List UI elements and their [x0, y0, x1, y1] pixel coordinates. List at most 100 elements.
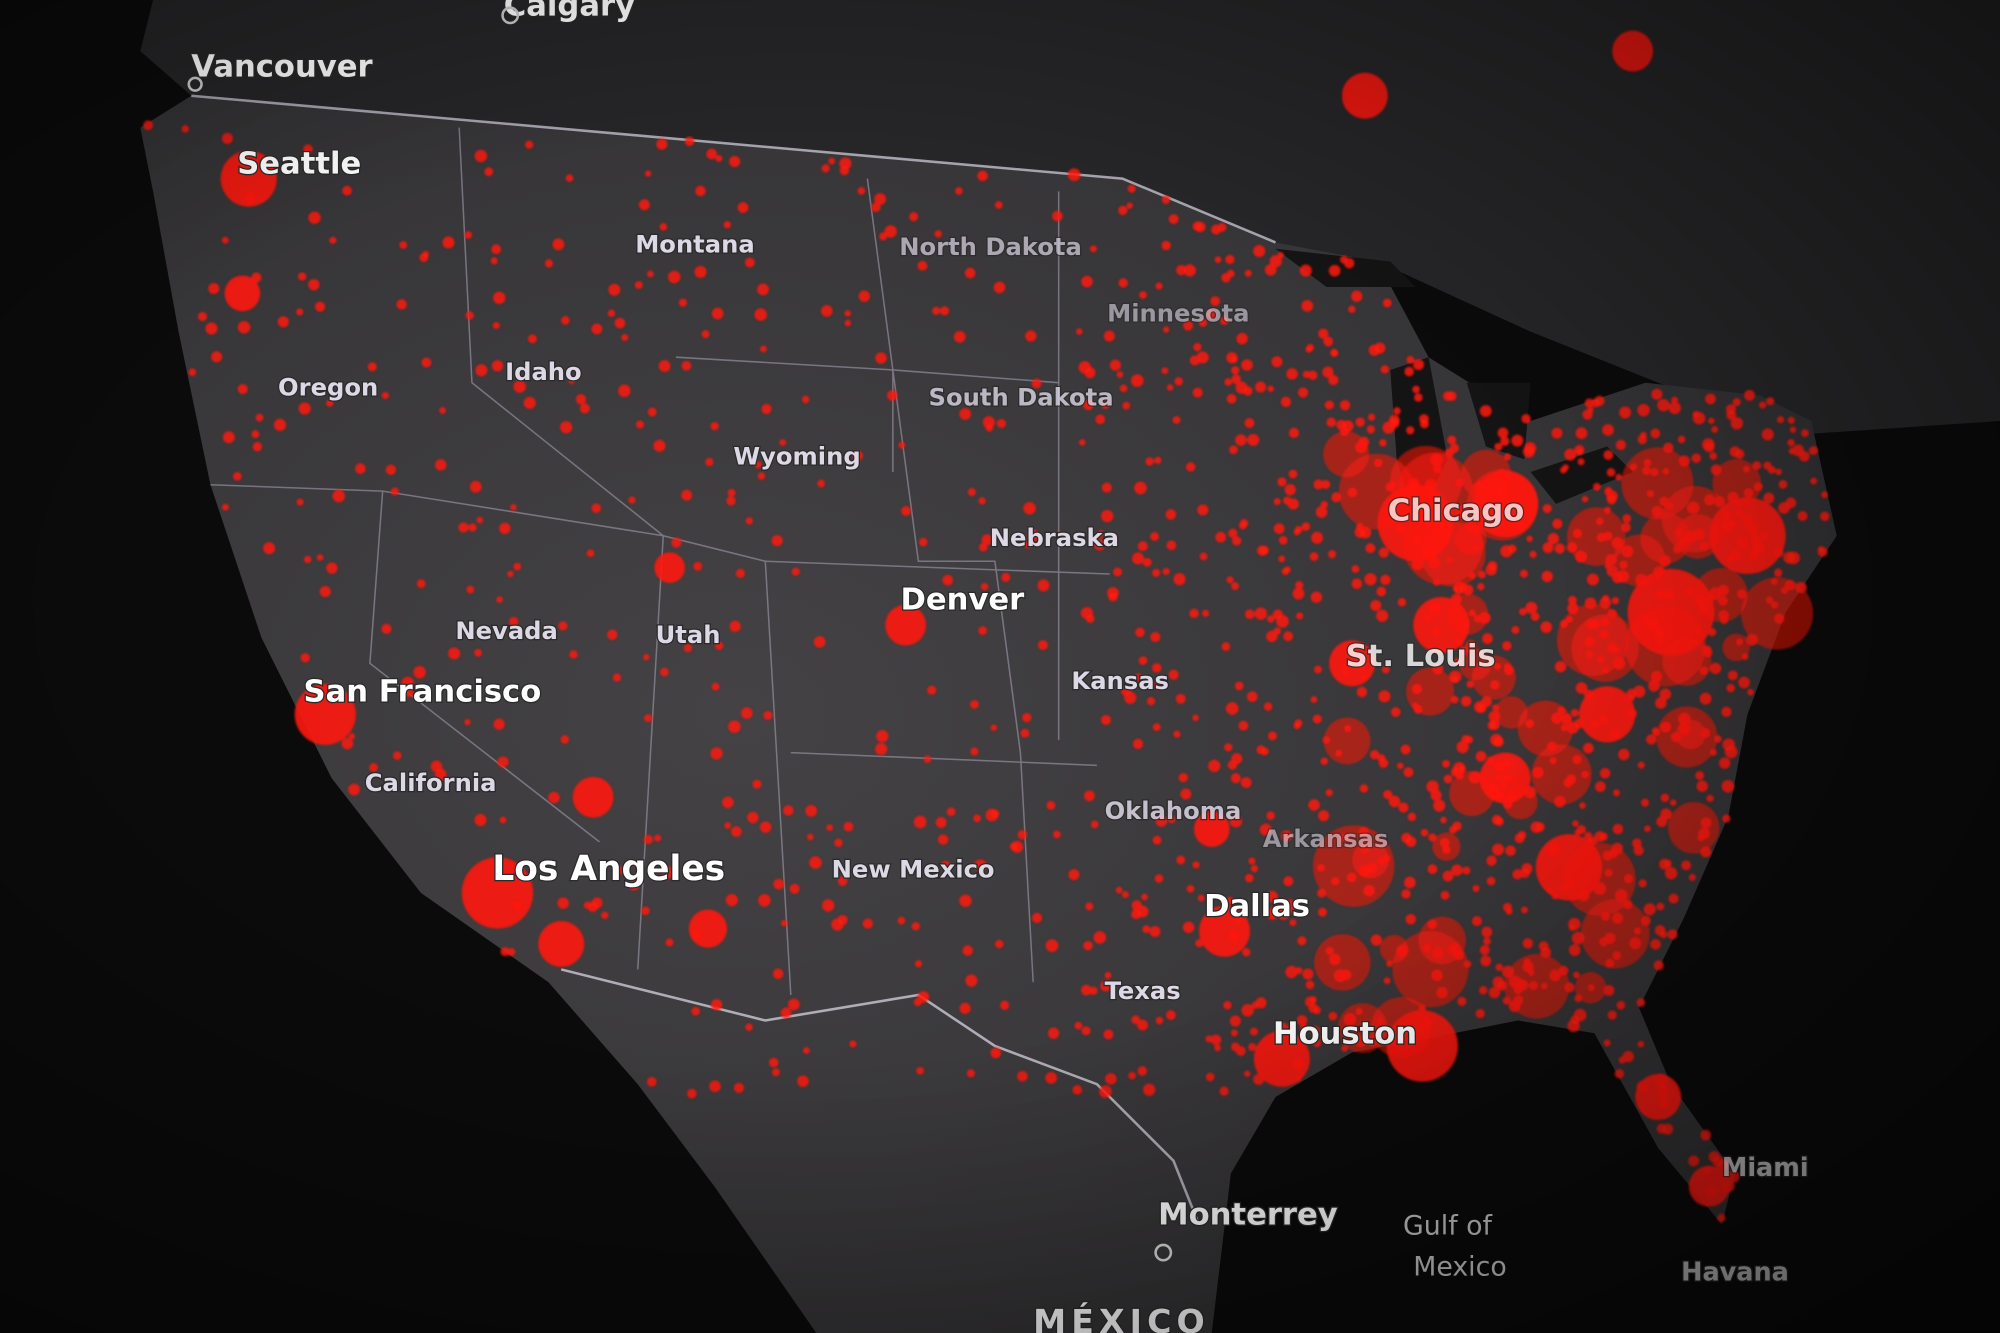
case-dot	[1081, 275, 1093, 288]
case-dot	[600, 911, 609, 919]
case-dot	[1397, 597, 1407, 607]
case-dot	[1205, 1035, 1213, 1043]
case-dot	[1288, 427, 1300, 439]
case-dot	[1208, 759, 1221, 773]
case-dot	[1667, 929, 1678, 940]
case-dot	[715, 154, 723, 162]
case-dot	[385, 464, 396, 475]
case-dot	[181, 125, 190, 133]
case-dot	[1573, 1008, 1587, 1022]
case-dot	[1202, 609, 1210, 617]
case-dot	[1081, 1026, 1091, 1036]
case-dot	[1504, 953, 1570, 1019]
case-dot	[1100, 714, 1112, 726]
case-dot	[591, 503, 601, 513]
case-dot	[1230, 1029, 1238, 1037]
case-dot	[653, 439, 666, 452]
case-dot	[1440, 890, 1450, 900]
case-dot	[1324, 400, 1334, 410]
case-dot	[1572, 820, 1579, 827]
case-dot	[946, 807, 956, 817]
case-dot	[1688, 1155, 1700, 1167]
case-dot	[1471, 916, 1483, 927]
case-dot	[1722, 633, 1750, 662]
case-dot	[559, 421, 573, 434]
label-gulf-of-mexico-2: Mexico	[1413, 1252, 1506, 1283]
case-dot	[1236, 332, 1248, 345]
case-dot	[1636, 998, 1646, 1007]
case-dot	[1660, 793, 1670, 803]
case-dot	[1142, 925, 1151, 934]
case-dot	[1315, 506, 1328, 518]
case-dot	[638, 199, 650, 211]
case-dot	[1249, 1027, 1259, 1036]
case-dot	[1446, 391, 1457, 401]
case-dot	[1801, 429, 1809, 438]
case-dot	[1085, 902, 1094, 911]
case-dot	[314, 301, 326, 312]
case-dot	[475, 364, 488, 377]
case-dot	[1383, 977, 1391, 985]
case-dot	[1603, 1039, 1611, 1047]
case-dot	[1603, 449, 1614, 460]
label-wyoming: Wyoming	[733, 442, 860, 470]
case-dot	[544, 259, 554, 268]
case-dot	[205, 322, 218, 335]
case-dot	[1118, 278, 1128, 288]
case-dot	[1128, 1071, 1136, 1080]
case-dot	[752, 779, 762, 789]
case-dot	[1568, 944, 1581, 957]
case-dot	[1254, 607, 1268, 620]
case-dot	[1401, 889, 1411, 899]
case-dot	[1370, 934, 1382, 946]
case-dot	[1221, 642, 1231, 651]
case-dot	[1575, 427, 1588, 440]
case-dot	[1235, 381, 1248, 394]
case-dot	[1339, 399, 1351, 411]
case-dot	[844, 319, 852, 327]
case-dot	[1230, 355, 1238, 364]
case-dot	[768, 1057, 779, 1068]
case-dot	[1152, 723, 1161, 732]
case-dot	[316, 554, 324, 561]
case-dot	[1377, 754, 1386, 763]
case-dot	[1708, 417, 1715, 425]
case-dot	[1231, 366, 1240, 375]
case-dot	[1161, 195, 1171, 204]
case-dot	[635, 420, 645, 429]
case-dot	[634, 281, 643, 289]
case-dot	[1137, 1019, 1149, 1031]
case-dot	[1231, 582, 1240, 590]
case-dot	[1325, 788, 1333, 797]
case-dot	[1650, 938, 1661, 950]
case-dot	[1494, 442, 1503, 451]
case-dot	[558, 621, 568, 631]
case-dot	[1231, 536, 1242, 546]
case-dot	[1763, 461, 1772, 470]
case-dot	[1477, 582, 1485, 591]
case-dot	[1176, 855, 1186, 865]
case-dot	[965, 974, 978, 987]
case-dot	[1778, 480, 1788, 489]
case-dot	[1657, 398, 1670, 412]
case-dot	[665, 938, 674, 947]
case-dot	[923, 755, 932, 763]
case-dot	[656, 138, 668, 150]
case-dot	[874, 742, 888, 756]
case-dot	[1130, 374, 1144, 388]
case-dot	[1579, 686, 1636, 743]
case-dot	[1566, 507, 1626, 566]
case-dot	[759, 821, 772, 833]
case-dot	[342, 185, 352, 196]
case-dot	[1075, 328, 1083, 335]
case-dot	[757, 283, 769, 296]
case-dot	[1405, 836, 1417, 848]
case-dot	[730, 826, 742, 837]
case-dot	[1559, 466, 1567, 474]
case-dot	[1407, 812, 1417, 822]
case-dot	[1273, 523, 1285, 534]
case-dot	[660, 667, 669, 677]
case-dot	[560, 735, 570, 744]
